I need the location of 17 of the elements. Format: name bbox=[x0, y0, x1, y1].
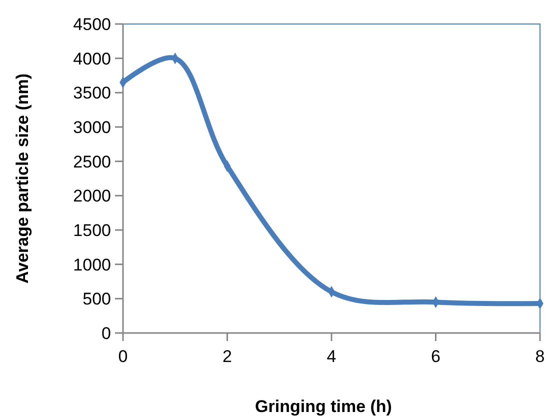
x-tick-label: 2 bbox=[222, 347, 232, 366]
x-tick-label: 8 bbox=[535, 347, 545, 366]
y-tick-label: 1000 bbox=[73, 255, 111, 274]
y-tick-label: 1500 bbox=[73, 220, 111, 240]
x-axis-title: Gringing time (h) bbox=[255, 397, 392, 416]
y-tick-label: 3000 bbox=[73, 118, 111, 137]
y-tick-label: 2000 bbox=[73, 186, 111, 206]
x-tick-label: 0 bbox=[118, 347, 128, 366]
y-tick-label: 3500 bbox=[73, 84, 111, 103]
y-tick-label: 500 bbox=[82, 290, 111, 309]
x-tick-label: 4 bbox=[326, 347, 336, 366]
y-tick-label: 0 bbox=[102, 324, 111, 343]
x-tick-label: 6 bbox=[431, 347, 440, 366]
y-tick-label: 2500 bbox=[73, 152, 111, 172]
y-tick-label: 4500 bbox=[73, 14, 111, 34]
y-tick-label: 4000 bbox=[73, 49, 111, 68]
y-axis-title: Average particle size (nm) bbox=[13, 73, 32, 284]
